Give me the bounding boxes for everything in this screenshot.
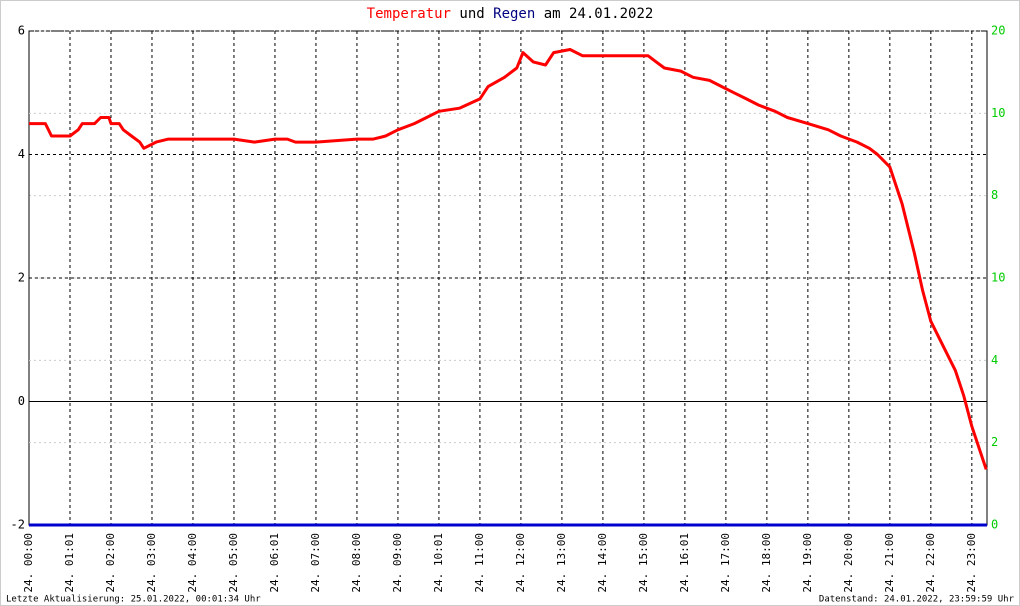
title-part: und bbox=[459, 6, 484, 22]
x-tick-label: 24. 15:00 bbox=[637, 533, 650, 593]
y2-tick-label: 8 bbox=[991, 188, 998, 202]
footer-left: Letzte Aktualisierung: 25.01.2022, 00:01… bbox=[6, 595, 261, 605]
x-tick-label: 24. 14:00 bbox=[596, 533, 609, 593]
x-tick-label: 24. 20:00 bbox=[842, 533, 855, 593]
x-tick-label: 24. 06:01 bbox=[268, 533, 281, 593]
y2-tick-label: 2 bbox=[991, 435, 998, 449]
y2-tick-label: 10 bbox=[991, 271, 1005, 285]
x-tick-label: 24. 22:00 bbox=[924, 533, 937, 593]
x-tick-label: 24. 12:00 bbox=[514, 533, 527, 593]
footer-right: Datenstand: 24.01.2022, 23:59:59 Uhr bbox=[819, 595, 1015, 605]
x-tick-label: 24. 21:00 bbox=[883, 533, 896, 593]
x-tick-label: 24. 04:00 bbox=[186, 533, 199, 593]
y2-tick-label: 0 bbox=[991, 518, 998, 532]
y-tick-label: 2 bbox=[18, 271, 25, 285]
x-tick-label: 24. 17:00 bbox=[719, 533, 732, 593]
y2-tick-label: 10 bbox=[991, 106, 1005, 120]
x-tick-label: 24. 13:00 bbox=[555, 533, 568, 593]
x-tick-label: 24. 10:01 bbox=[432, 533, 445, 593]
x-tick-label: 24. 01:01 bbox=[63, 533, 76, 593]
title-part: Temperatur bbox=[367, 6, 451, 22]
x-tick-label: 24. 09:00 bbox=[391, 533, 404, 593]
y-tick-label: -2 bbox=[11, 518, 25, 532]
x-tick-label: 24. 03:00 bbox=[145, 533, 158, 593]
x-tick-label: 24. 23:00 bbox=[965, 533, 978, 593]
y2-tick-label: 4 bbox=[991, 353, 998, 367]
y-tick-label: 6 bbox=[18, 24, 25, 38]
title-part: am 24.01.2022 bbox=[544, 6, 654, 22]
y-tick-label: 0 bbox=[18, 394, 25, 408]
y2-tick-label: 20 bbox=[991, 24, 1005, 38]
title-part: Regen bbox=[493, 6, 535, 22]
series-line bbox=[29, 48, 988, 470]
y-tick-label: 4 bbox=[18, 147, 25, 161]
x-tick-label: 24. 16:01 bbox=[678, 533, 691, 593]
x-tick-label: 24. 07:00 bbox=[309, 533, 322, 593]
x-tick-label: 24. 05:00 bbox=[227, 533, 240, 593]
x-tick-label: 24. 18:00 bbox=[760, 533, 773, 593]
x-tick-label: 24. 11:00 bbox=[473, 533, 486, 593]
chart-title: Temperatur und Regen am 24.01.2022 bbox=[367, 6, 654, 22]
x-tick-label: 24. 08:00 bbox=[350, 533, 363, 593]
x-tick-label: 24. 19:00 bbox=[801, 533, 814, 593]
x-tick-label: 24. 00:00 bbox=[22, 533, 35, 593]
x-tick-label: 24. 02:00 bbox=[104, 533, 117, 593]
